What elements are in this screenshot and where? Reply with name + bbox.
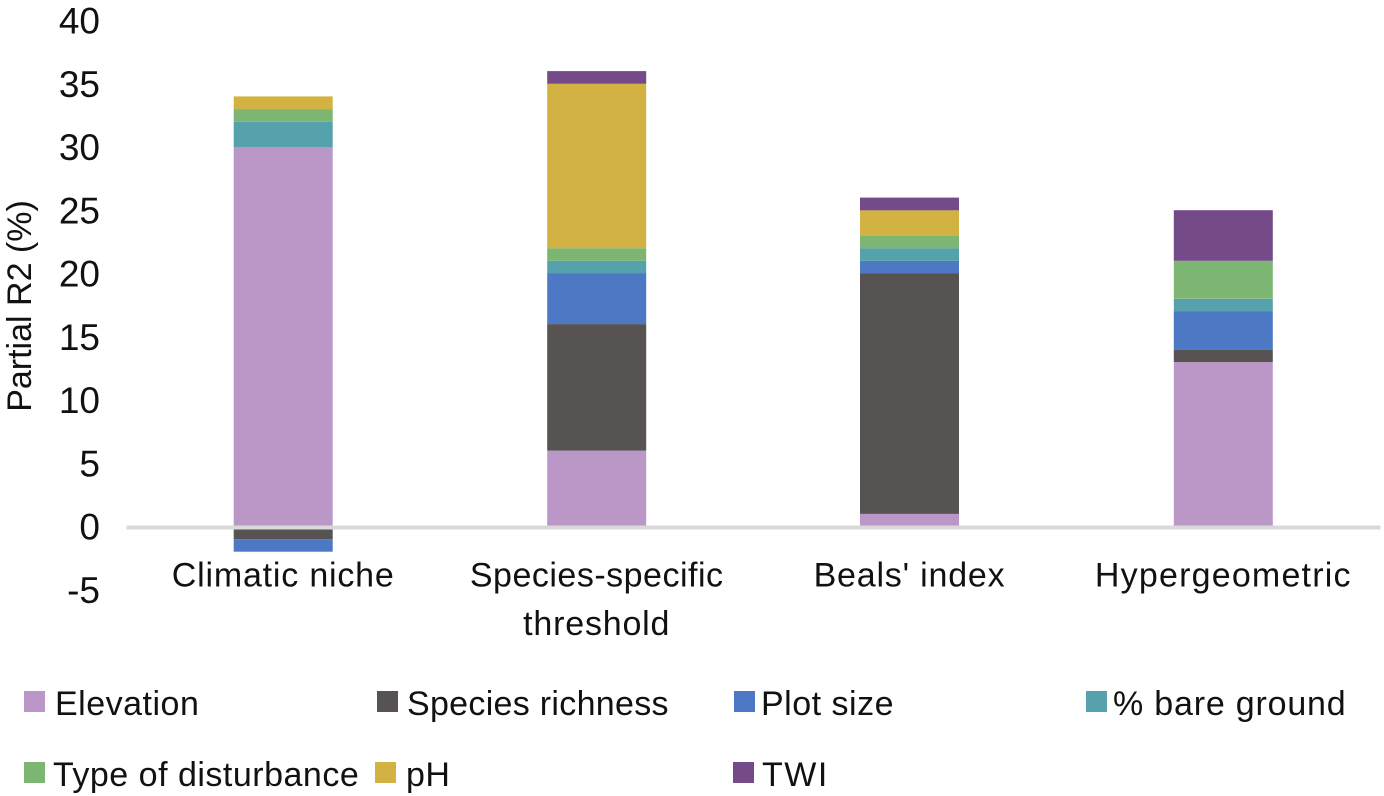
svg-text:pH: pH — [406, 756, 450, 794]
svg-text:10: 10 — [59, 380, 100, 421]
svg-text:Beals' index: Beals' index — [814, 557, 1006, 595]
svg-text:Hypergeometric: Hypergeometric — [1095, 557, 1352, 595]
svg-text:Species-specific: Species-specific — [470, 557, 724, 595]
svg-text:threshold: threshold — [523, 605, 670, 643]
svg-text:Plot size: Plot size — [761, 685, 894, 723]
svg-text:-5: -5 — [67, 570, 100, 611]
svg-text:5: 5 — [79, 443, 100, 484]
svg-text:Species richness: Species richness — [407, 685, 669, 723]
svg-text:0: 0 — [79, 507, 100, 548]
svg-text:Climatic niche: Climatic niche — [172, 557, 395, 595]
svg-text:30: 30 — [59, 127, 100, 168]
svg-text:35: 35 — [59, 64, 100, 105]
svg-text:40: 40 — [59, 1, 100, 42]
svg-text:Type of disturbance: Type of disturbance — [53, 756, 359, 794]
svg-text:Elevation: Elevation — [55, 685, 199, 723]
svg-text:% bare ground: % bare ground — [1113, 685, 1346, 723]
svg-text:20: 20 — [59, 254, 100, 295]
svg-text:15: 15 — [59, 317, 100, 358]
svg-text:TWI: TWI — [762, 756, 829, 794]
svg-text:Partial R2 (%): Partial R2 (%) — [1, 200, 39, 412]
svg-text:25: 25 — [59, 190, 100, 231]
